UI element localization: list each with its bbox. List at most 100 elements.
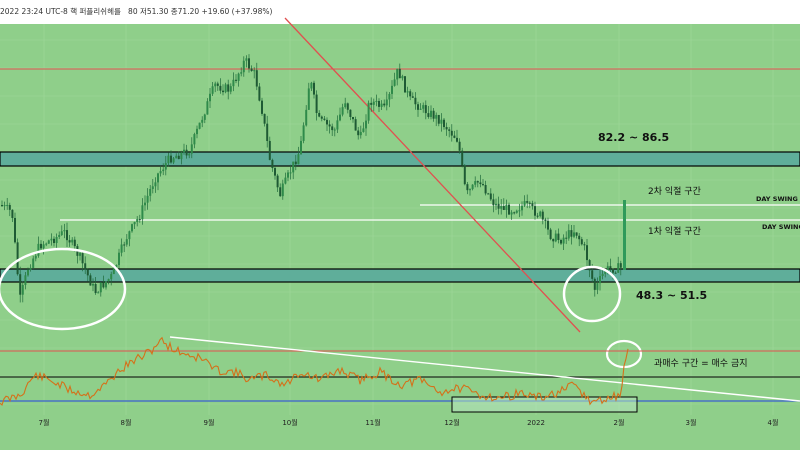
candle-body	[523, 201, 526, 206]
candle-body	[305, 109, 308, 126]
candle-body	[573, 232, 575, 237]
candle-body	[53, 238, 55, 244]
candle-body	[539, 211, 542, 217]
candle-body	[40, 243, 42, 249]
candle-body	[201, 119, 204, 123]
candle-body	[281, 183, 284, 197]
time-axis: 7월 8월 9월 10월 11월 12월 2022 2월 3월 4월	[39, 418, 779, 427]
candle-body	[388, 93, 391, 100]
candle-body	[357, 130, 360, 136]
candle-body	[367, 102, 370, 121]
candle-body	[250, 68, 253, 72]
candle-body	[346, 103, 349, 110]
candle-body	[414, 97, 417, 105]
rsi-highlight-box	[451, 396, 638, 413]
candle-body	[274, 168, 276, 176]
candle-body	[578, 235, 581, 240]
candle-body	[190, 144, 193, 154]
candle-body	[279, 187, 282, 197]
overbought-circle	[605, 339, 643, 369]
candle-body	[188, 153, 191, 156]
candle-body	[180, 152, 183, 160]
candle-body	[380, 103, 383, 107]
candle-body	[164, 163, 167, 170]
candle-body	[614, 272, 617, 274]
candle-body	[326, 119, 328, 125]
second-take-profit-label: 2차 익절 구간	[648, 185, 701, 197]
candle-body	[320, 116, 323, 119]
candle-body	[79, 253, 81, 256]
x-tick-label: 2월	[614, 418, 625, 427]
candle-body	[557, 233, 560, 240]
candle-body	[120, 244, 123, 253]
candle-body	[99, 282, 102, 293]
candle-body	[331, 126, 334, 131]
candle-body	[458, 141, 461, 151]
candle-body	[570, 230, 573, 237]
candle-body	[583, 244, 586, 246]
x-tick-label: 4월	[768, 418, 779, 427]
candle-body	[271, 159, 274, 169]
candle-body	[562, 237, 565, 244]
candle-body	[534, 206, 536, 216]
candle-body	[268, 140, 271, 160]
candle-body	[97, 292, 100, 294]
candle-body	[222, 90, 224, 93]
bottom-circle-right	[562, 265, 622, 323]
candle-body	[34, 255, 37, 259]
candle-body	[84, 263, 87, 270]
candle-body	[484, 185, 487, 194]
candle-body	[258, 86, 261, 101]
candle-body	[549, 229, 552, 240]
candle-body	[619, 263, 622, 268]
candle-body	[586, 245, 588, 261]
candle-body	[593, 278, 596, 290]
candle-body	[300, 140, 302, 155]
candle-body	[521, 205, 523, 211]
candle-body	[419, 108, 422, 110]
candle-body	[138, 219, 141, 221]
candle-body	[435, 114, 438, 119]
symbol-info: 2022 23:24 UTC-8 핵 퍼플리쉬헤를 80 저51.30 종71.…	[0, 6, 272, 17]
candle-body	[591, 270, 594, 279]
breakout-candle	[623, 200, 626, 270]
lower-zone-label: 48.3 ~ 51.5	[636, 289, 707, 302]
candle-body	[453, 135, 456, 138]
candle-body	[8, 204, 11, 210]
candle-body	[495, 203, 497, 206]
candle-body	[352, 116, 354, 120]
candle-body	[609, 266, 612, 269]
candle-body	[391, 85, 393, 94]
candle-body	[354, 119, 357, 131]
candle-body	[362, 128, 365, 132]
top-info-bar: 2022 23:24 UTC-8 핵 퍼플리쉬헤를 80 저51.30 종71.…	[0, 0, 800, 24]
candle-body	[404, 76, 406, 93]
candle-body	[19, 274, 22, 295]
candle-body	[541, 211, 544, 220]
candle-body	[500, 206, 503, 209]
candle-body	[476, 181, 479, 183]
candle-body	[73, 239, 76, 247]
candle-body	[27, 269, 29, 276]
candle-body	[310, 82, 313, 89]
candle-body	[151, 186, 154, 189]
x-tick-label: 9월	[204, 418, 215, 427]
candle-body	[21, 285, 24, 295]
candle-body	[599, 275, 601, 284]
candle-body	[6, 204, 9, 206]
candle-body	[372, 101, 375, 105]
candle-body	[237, 73, 240, 81]
candle-body	[227, 84, 230, 92]
candle-body	[11, 209, 14, 218]
candle-body	[424, 105, 427, 114]
candle-body	[393, 79, 396, 86]
header-value-2: 저51.30	[139, 7, 169, 16]
candle-body	[242, 60, 245, 73]
candle-body	[253, 70, 256, 72]
candle-body	[133, 222, 136, 225]
candle-body	[196, 128, 198, 135]
candle-body	[175, 155, 178, 159]
candle-body	[445, 127, 448, 130]
header-value-4: +19.60 (+37.98%)	[201, 7, 273, 16]
